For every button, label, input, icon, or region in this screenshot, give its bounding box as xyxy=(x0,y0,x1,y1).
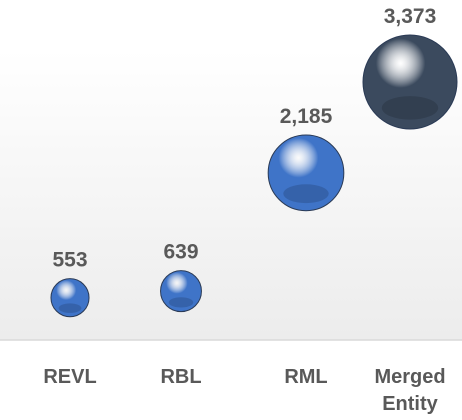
bubble-shine xyxy=(58,303,82,313)
x-tick-label: REVL xyxy=(43,366,97,388)
bubble-shine xyxy=(168,297,194,308)
x-tick-label: RML xyxy=(284,366,328,388)
data-label: 3,373 xyxy=(384,5,437,28)
bubble xyxy=(160,270,202,313)
bubble xyxy=(50,278,90,318)
bubble-shine xyxy=(381,96,439,120)
bubble xyxy=(362,34,458,130)
x-tick-label: RBL xyxy=(160,366,202,388)
data-label: 639 xyxy=(163,241,198,264)
x-tick-label: Merged Entity xyxy=(374,366,446,415)
bubble-shine xyxy=(283,184,329,204)
bubble xyxy=(267,134,345,212)
data-label: 2,185 xyxy=(280,105,333,128)
data-label: 553 xyxy=(52,249,87,272)
